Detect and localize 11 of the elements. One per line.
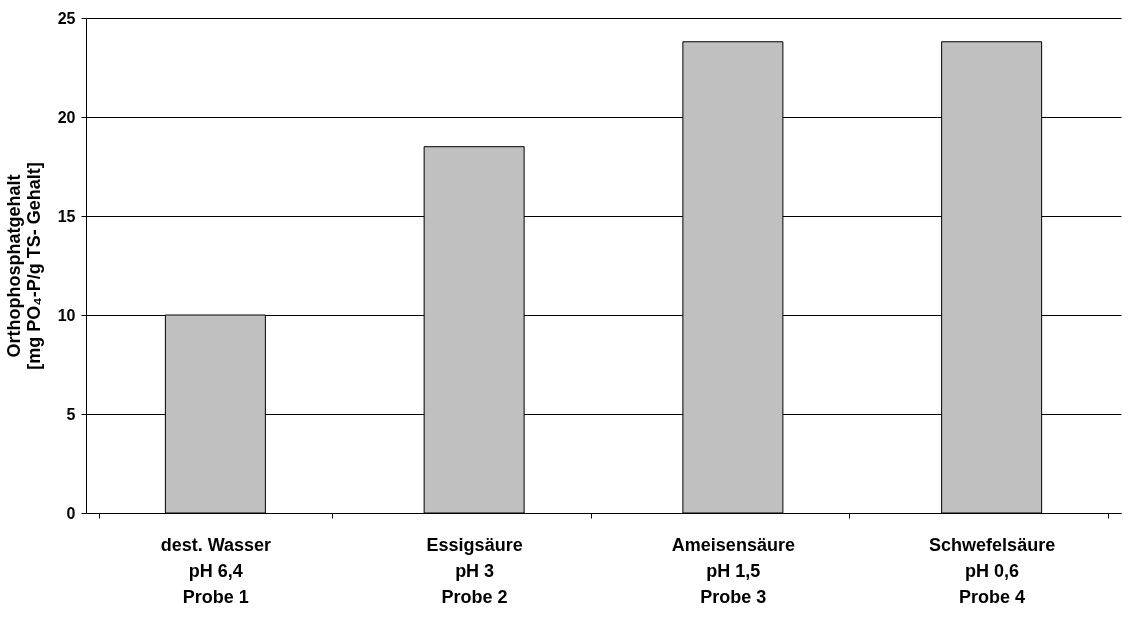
y-tick-label: 0: [66, 504, 76, 522]
x-tick-label: Essigsäure pH 3 Probe 2: [426, 534, 523, 607]
y-tick-label: 15: [57, 207, 76, 225]
y-tick-label: 25: [57, 9, 76, 27]
x-tick-label: Schwefelsäure pH 0,6 Probe 4: [929, 534, 1056, 607]
x-tick-label: dest. Wasser pH 6,4 Probe 1: [160, 534, 272, 607]
x-tick-label: Ameisensäure pH 1,5 Probe 3: [671, 534, 795, 607]
y-tick-label: 20: [57, 108, 76, 126]
y-tick-label: 5: [66, 405, 76, 423]
y-axis-title: Orthophosphatgehalt [mg PO₄-P/g TS- Gehalt]: [3, 162, 44, 370]
y-tick-label: 10: [57, 306, 76, 324]
